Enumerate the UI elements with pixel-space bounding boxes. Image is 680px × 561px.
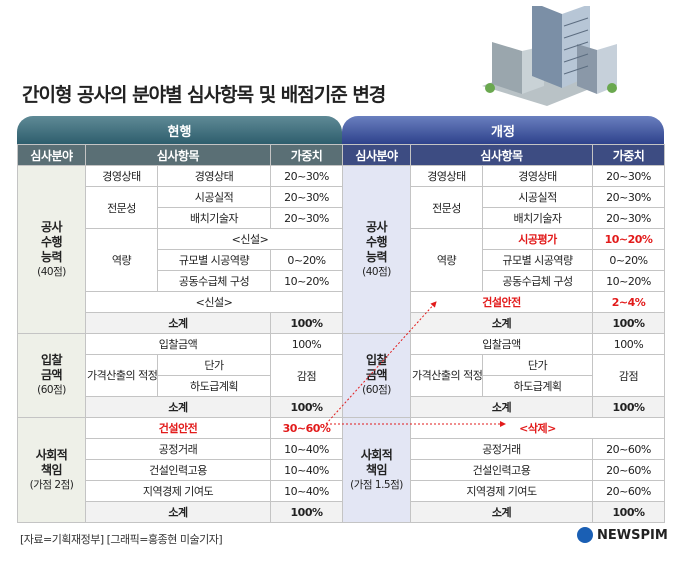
column-header-row: 심사분야 심사항목 가중치 bbox=[342, 144, 666, 166]
item-weight: 10~40% bbox=[270, 480, 344, 502]
item-sub: 규모별 시공역량 bbox=[481, 249, 594, 271]
logo-text: NEWSPIM bbox=[597, 527, 668, 543]
item-safety: 건설안전 bbox=[409, 291, 594, 313]
item-weight: 20~60% bbox=[592, 459, 666, 481]
item-sub: 규모별 시공역량 bbox=[156, 249, 272, 271]
item-sub: 시공평가 bbox=[481, 228, 594, 250]
item-sub: 경영상태 bbox=[481, 165, 594, 187]
item-label: 지역경제 기여도 bbox=[409, 480, 594, 502]
item-bid-amount: 입찰금액 bbox=[409, 333, 594, 355]
item-weight: 감점 bbox=[592, 354, 666, 397]
item-weight: 10~40% bbox=[270, 438, 344, 460]
item-safety: 건설안전 bbox=[84, 417, 272, 439]
item-weight: 감점 bbox=[270, 354, 344, 397]
item-new: <신설> bbox=[156, 228, 344, 250]
item-deleted: <삭제> bbox=[409, 417, 666, 439]
subtotal-label: 소계 bbox=[409, 396, 594, 418]
item-sub: 경영상태 bbox=[156, 165, 272, 187]
item-weight: 100% bbox=[270, 333, 344, 355]
col-area: 심사분야 bbox=[17, 144, 86, 166]
item-sub: 시공실적 bbox=[156, 186, 272, 208]
item-weight: 10~20% bbox=[270, 270, 344, 292]
subtotal-value: 100% bbox=[592, 396, 666, 418]
item-weight: 20~60% bbox=[592, 438, 666, 460]
item-weight: 20~30% bbox=[592, 186, 666, 208]
item-sub: 공동수급체 구성 bbox=[156, 270, 272, 292]
area-social: 사회적 책임 (가점 2점) bbox=[17, 417, 86, 523]
item-weight: 0~20% bbox=[270, 249, 344, 271]
col-item: 심사항목 bbox=[409, 144, 594, 166]
item-label: 지역경제 기여도 bbox=[84, 480, 272, 502]
item-sub: 공동수급체 구성 bbox=[481, 270, 594, 292]
item-bid-amount: 입찰금액 bbox=[84, 333, 272, 355]
item-sub: 단가 bbox=[481, 354, 594, 376]
item-sub: 하도급계획 bbox=[156, 375, 272, 397]
page-title: 간이형 공사의 분야별 심사항목 및 배점기준 변경 bbox=[22, 84, 386, 106]
subtotal-value: 100% bbox=[270, 312, 344, 334]
item-weight: 2~4% bbox=[592, 291, 666, 313]
item-sub: 시공실적 bbox=[481, 186, 594, 208]
col-item: 심사항목 bbox=[84, 144, 272, 166]
revised-table: 심사분야 심사항목 가중치 공사 수행 능력 (40점) 경영상태 경영상태 20~… bbox=[342, 144, 666, 523]
item-sub: 하도급계획 bbox=[481, 375, 594, 397]
item-label: 공정거래 bbox=[84, 438, 272, 460]
col-weight: 가중치 bbox=[270, 144, 344, 166]
building-illustration bbox=[482, 6, 617, 106]
item-weight: 20~60% bbox=[592, 480, 666, 502]
item-weight: 20~30% bbox=[270, 186, 344, 208]
area-capability: 공사 수행 능력 (40점) bbox=[342, 165, 411, 334]
item-sub: 단가 bbox=[156, 354, 272, 376]
area-capability: 공사 수행 능력 (40점) bbox=[17, 165, 86, 334]
item-weight: 20~30% bbox=[592, 207, 666, 229]
col-weight: 가중치 bbox=[592, 144, 666, 166]
logo-icon bbox=[577, 527, 593, 543]
item-sub: 배치기술자 bbox=[481, 207, 594, 229]
footer-credit: [자료=기획재정부] [그래픽=홍종현 미술기자] bbox=[20, 533, 223, 546]
col-area: 심사분야 bbox=[342, 144, 411, 166]
subtotal-value: 100% bbox=[592, 312, 666, 334]
item-weight: 100% bbox=[592, 333, 666, 355]
item-sub: 배치기술자 bbox=[156, 207, 272, 229]
revised-header: 개정 bbox=[342, 116, 664, 144]
subtotal-label: 소계 bbox=[84, 501, 272, 523]
column-header-row: 심사분야 심사항목 가중치 bbox=[17, 144, 344, 166]
group-professionalism: 전문성 bbox=[410, 186, 483, 229]
area-social: 사회적 책임 (가점 1.5점) bbox=[342, 417, 411, 523]
subtotal-value: 100% bbox=[270, 501, 344, 523]
item-label: 경영상태 bbox=[85, 165, 158, 187]
current-table: 심사분야 심사항목 가중치 공사 수행 능력 (40점) 경영상태 경영상태 20~… bbox=[17, 144, 344, 523]
item-label: 건설인력고용 bbox=[409, 459, 594, 481]
item-label: 경영상태 bbox=[410, 165, 483, 187]
item-weight: 0~20% bbox=[592, 249, 666, 271]
item-label: 공정거래 bbox=[409, 438, 594, 460]
subtotal-label: 소계 bbox=[84, 396, 272, 418]
group-ability: 역량 bbox=[410, 228, 483, 292]
item-weight: 10~20% bbox=[592, 228, 666, 250]
group-price: 가격산출의 적정성 bbox=[85, 354, 158, 397]
item-label: 건설인력고용 bbox=[84, 459, 272, 481]
subtotal-value: 100% bbox=[592, 501, 666, 523]
item-weight: 30~60% bbox=[270, 417, 344, 439]
area-bid: 입찰 금액 (60점) bbox=[17, 333, 86, 418]
current-header: 현행 bbox=[17, 116, 342, 144]
subtotal-label: 소계 bbox=[409, 312, 594, 334]
newspim-logo: NEWSPIM bbox=[577, 527, 668, 543]
group-professionalism: 전문성 bbox=[85, 186, 158, 229]
item-new: <신설> bbox=[84, 291, 344, 313]
subtotal-value: 100% bbox=[270, 396, 344, 418]
subtotal-label: 소계 bbox=[409, 501, 594, 523]
item-weight: 20~30% bbox=[270, 207, 344, 229]
subtotal-label: 소계 bbox=[84, 312, 272, 334]
item-weight: 10~40% bbox=[270, 459, 344, 481]
item-weight: 20~30% bbox=[592, 165, 666, 187]
area-bid: 입찰 금액 (60점) bbox=[342, 333, 411, 418]
group-price: 가격산출의 적정성 bbox=[410, 354, 483, 397]
group-ability: 역량 bbox=[85, 228, 158, 292]
item-weight: 20~30% bbox=[270, 165, 344, 187]
item-weight: 10~20% bbox=[592, 270, 666, 292]
